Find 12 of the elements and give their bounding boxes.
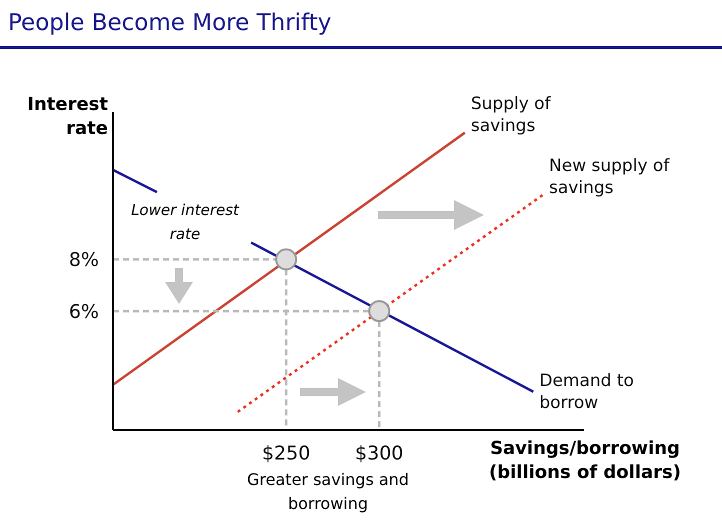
series-label: Supply of savings — [470, 92, 551, 137]
y-tick-label: 6% — [68, 300, 99, 323]
y-axis-title: Interest rate — [26, 93, 108, 141]
x-axis-title: Savings/borrowing (billions of dollars) — [488, 437, 682, 485]
x-tick-label: $250 — [262, 442, 310, 464]
x-tick-label: $300 — [355, 442, 404, 464]
y-tick-label: 8% — [68, 249, 99, 272]
series-label: New supply of savings — [549, 154, 670, 199]
series-label: Demand to borrow — [539, 370, 634, 414]
text: Greater savings and borrowing — [246, 469, 410, 515]
annotation: Lower interest rate — [130, 200, 240, 245]
chart-title: People Become More Thrifty — [8, 10, 332, 36]
